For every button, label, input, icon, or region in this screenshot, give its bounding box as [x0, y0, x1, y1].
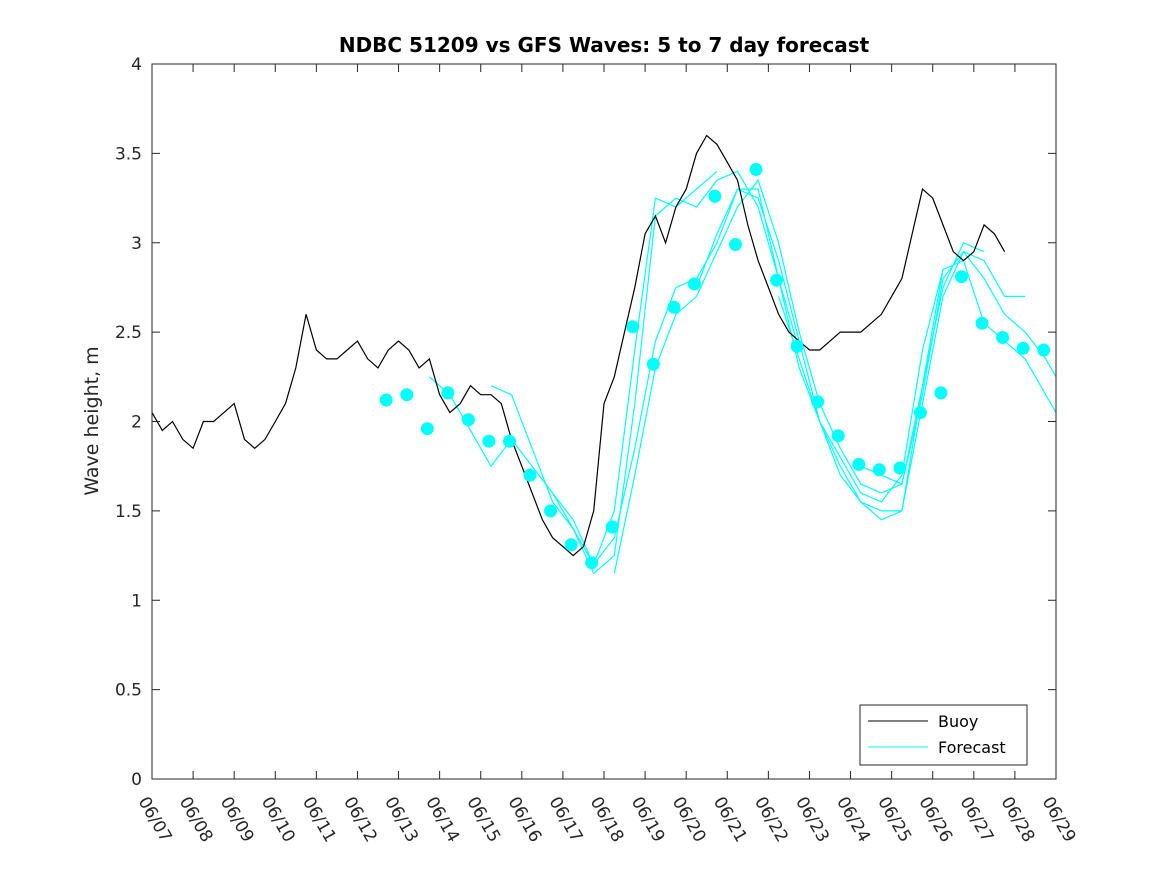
y-tick-label: 0.5: [115, 681, 142, 701]
forecast-marker: [605, 520, 619, 534]
forecast-marker: [687, 277, 701, 291]
forecast-marker: [461, 413, 475, 427]
buoy-line: [151, 134, 1006, 557]
forecast-marker: [420, 422, 434, 436]
legend-forecast-label: Forecast: [938, 738, 1006, 757]
forecast-marker: [523, 468, 537, 482]
forecast-marker: [934, 386, 948, 400]
forecast-marker: [585, 556, 599, 570]
y-tick-label: 3.5: [115, 144, 142, 164]
forecast-marker: [790, 339, 804, 353]
forecast-marker: [996, 331, 1010, 344]
forecast-marker: [872, 463, 886, 477]
y-tick-label: 3: [131, 234, 142, 254]
forecast-marker: [646, 357, 660, 371]
forecast-marker: [667, 300, 681, 314]
forecast-marker: [544, 504, 558, 518]
forecast-marker: [379, 393, 393, 407]
forecast-marker: [1037, 343, 1051, 357]
forecast-marker: [770, 273, 784, 287]
y-tick-label: 1: [131, 591, 142, 611]
chart-title: NDBC 51209 vs GFS Waves: 5 to 7 day fore…: [339, 33, 870, 57]
y-tick-label: 1.5: [115, 502, 142, 522]
legend-box: [859, 704, 1028, 766]
forecast-marker: [831, 429, 845, 443]
forecast-marker: [626, 320, 640, 334]
forecast-marker: [564, 538, 578, 552]
forecast-marker: [975, 316, 989, 330]
y-axis-label: Wave height, m: [81, 346, 103, 495]
forecast-marker: [955, 270, 968, 284]
forecast-run-line-5: [778, 259, 1057, 521]
forecast-marker: [893, 461, 907, 475]
y-tick-label: 0: [131, 770, 142, 790]
forecast-marker: [441, 386, 455, 400]
forecast-marker: [400, 388, 414, 402]
forecast-run-line-2: [552, 188, 944, 566]
y-tick-label: 2.5: [115, 323, 142, 343]
forecast-marker: [708, 189, 722, 203]
plot-area: [151, 134, 1057, 575]
forecast-marker: [482, 434, 496, 448]
forecast-marker: [852, 457, 866, 471]
forecast-marker: [503, 434, 516, 448]
legend: Buoy Forecast: [859, 704, 1028, 766]
y-tick-label: 4: [131, 55, 142, 75]
forecast-run-line-6: [860, 250, 1057, 485]
forecast-marker: [729, 238, 742, 251]
y-tick-label: 2: [131, 413, 142, 433]
forecast-marker: [811, 395, 825, 409]
forecast-marker: [749, 163, 763, 176]
forecast-marker: [913, 406, 927, 420]
legend-buoy-label: Buoy: [938, 712, 978, 731]
forecast-marker: [1016, 341, 1030, 355]
